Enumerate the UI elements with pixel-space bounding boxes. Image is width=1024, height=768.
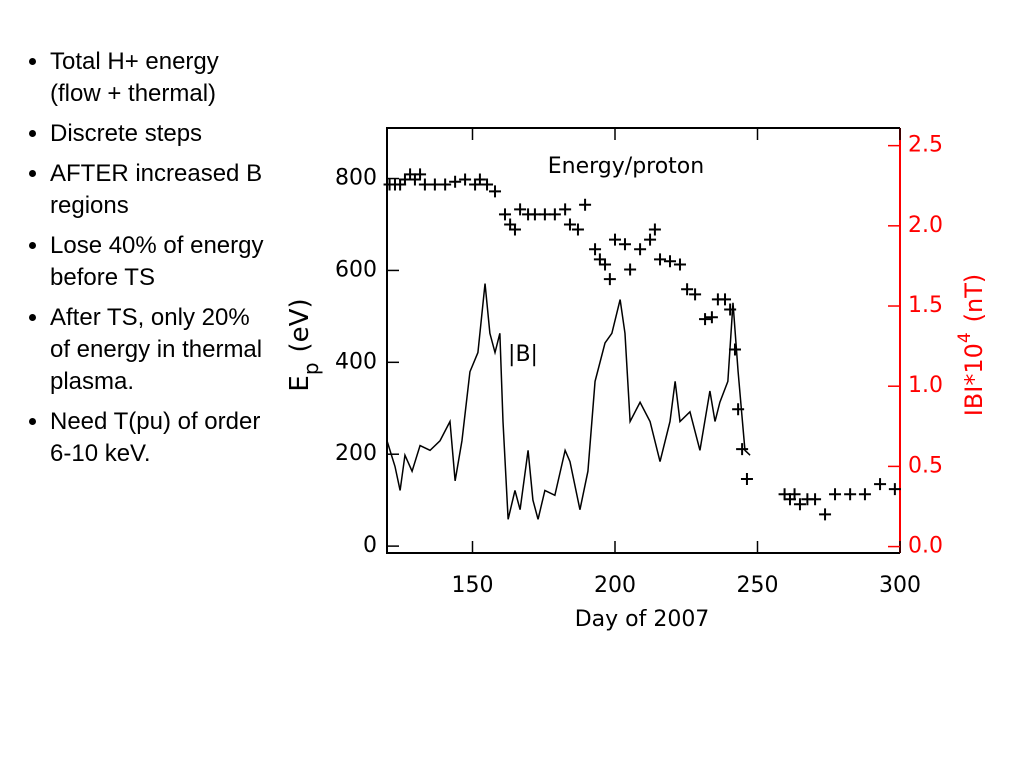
energy-point bbox=[689, 288, 702, 301]
y-axis-label: Ep(eV) bbox=[285, 298, 323, 391]
energy-point bbox=[559, 203, 572, 216]
energy-point bbox=[514, 203, 527, 216]
y2-tick-label: 0.0 bbox=[908, 534, 943, 559]
energy-point bbox=[888, 483, 901, 496]
energy-point bbox=[609, 233, 621, 246]
bullet-list: Total H+ energy (flow + thermal) Discrete… bbox=[20, 46, 275, 478]
energy-point bbox=[618, 238, 631, 251]
y2-tick-label: 1.0 bbox=[908, 373, 943, 398]
energy-point bbox=[408, 173, 421, 186]
bullet: Total H+ energy (flow + thermal) bbox=[50, 46, 275, 110]
y-tick-label: 200 bbox=[335, 441, 377, 466]
b-field-line bbox=[386, 283, 751, 520]
energy-point bbox=[648, 223, 661, 236]
energy-point bbox=[705, 311, 718, 324]
energy-point bbox=[736, 443, 749, 456]
y-tick-label: 800 bbox=[335, 166, 377, 191]
energy-point bbox=[508, 223, 521, 236]
energy-point bbox=[571, 223, 584, 236]
y-tick-label: 400 bbox=[335, 349, 377, 374]
energy-point bbox=[681, 283, 694, 296]
energy-point bbox=[603, 273, 616, 286]
energy-point bbox=[664, 255, 677, 268]
energy-point bbox=[473, 173, 486, 186]
energy-point bbox=[449, 175, 462, 188]
energy-point bbox=[439, 178, 452, 191]
y2-tick-label: 0.5 bbox=[908, 453, 943, 478]
energy-point bbox=[844, 488, 857, 501]
energy-point bbox=[548, 208, 561, 221]
energy-point bbox=[459, 173, 472, 186]
energy-point bbox=[489, 185, 502, 198]
bullet: After TS, only 20% of energy in thermal … bbox=[50, 302, 275, 398]
energy-point bbox=[809, 493, 822, 506]
x-tick-label: 300 bbox=[879, 573, 921, 598]
energy-point bbox=[599, 258, 612, 271]
energy-point bbox=[719, 293, 732, 306]
y2-tick-label: 1.5 bbox=[908, 293, 943, 318]
energy-point bbox=[793, 498, 806, 511]
energy-point bbox=[654, 253, 667, 266]
x-tick-label: 250 bbox=[737, 573, 779, 598]
energy-point bbox=[644, 233, 657, 246]
y2-tick-label: 2.5 bbox=[908, 133, 943, 158]
energy-point bbox=[414, 168, 427, 181]
bullet: Discrete steps bbox=[50, 118, 275, 150]
annotation: |B| bbox=[508, 342, 538, 367]
energy-point bbox=[428, 178, 441, 191]
y-tick-label: 600 bbox=[335, 257, 377, 282]
energy-point bbox=[728, 343, 741, 356]
bullet: Need T(pu) of order 6-10 keV. bbox=[50, 406, 275, 470]
energy-point bbox=[498, 208, 511, 221]
energy-point bbox=[579, 198, 592, 211]
energy-point bbox=[673, 258, 686, 271]
energy-point bbox=[788, 488, 801, 501]
energy-point bbox=[829, 488, 842, 501]
energy-point bbox=[819, 508, 832, 521]
energy-point bbox=[740, 473, 753, 486]
x-tick-label: 150 bbox=[452, 573, 494, 598]
energy-point bbox=[589, 243, 602, 256]
y-tick-label: 0 bbox=[363, 533, 377, 558]
x-axis-label: Day of 2007 bbox=[575, 607, 710, 632]
bullet: AFTER increased B regions bbox=[50, 158, 275, 222]
y2-tick-label: 2.0 bbox=[908, 213, 943, 238]
energy-point bbox=[593, 253, 606, 266]
energy-point bbox=[563, 218, 576, 231]
energy-point bbox=[699, 313, 712, 326]
energy-point bbox=[634, 243, 647, 256]
energy-point bbox=[624, 263, 637, 276]
axis-frame bbox=[386, 127, 900, 554]
energy-point bbox=[858, 488, 871, 501]
bullet: Lose 40% of energy before TS bbox=[50, 230, 275, 294]
y2-axis-label: IBI*104(nT) bbox=[955, 274, 988, 417]
x-tick-label: 200 bbox=[594, 573, 636, 598]
energy-point bbox=[874, 478, 887, 491]
annotation: Energy/proton bbox=[548, 154, 704, 179]
energy-point bbox=[481, 178, 494, 191]
